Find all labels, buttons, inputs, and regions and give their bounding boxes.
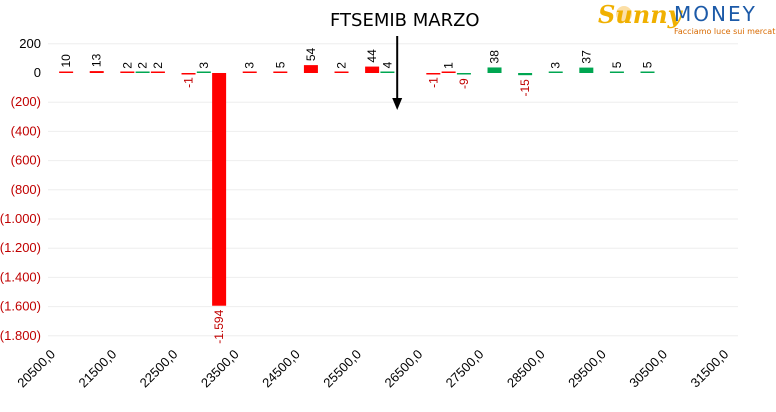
- logo-brand-money: MONEY: [674, 2, 757, 26]
- bar: [548, 71, 563, 73]
- bar: [120, 71, 135, 73]
- x-tick-label: 25500,0: [320, 347, 364, 391]
- x-tick-label: 23500,0: [198, 347, 242, 391]
- bar-data-label: -9: [457, 78, 471, 89]
- bar-data-label: 5: [641, 61, 655, 68]
- bar: [579, 67, 594, 73]
- y-tick-label: (200): [11, 94, 41, 109]
- bar: [196, 71, 211, 73]
- bar-data-label: 4: [380, 61, 394, 68]
- logo-tagline: Facciamo luce sui mercati: [674, 27, 776, 36]
- x-tick-label: 20500,0: [14, 347, 58, 391]
- bar-data-label: 5: [610, 61, 624, 68]
- bar: [518, 73, 533, 76]
- bar: [456, 73, 471, 75]
- bar-data-label: 2: [136, 62, 150, 69]
- bar: [487, 67, 502, 73]
- y-tick-label: 0: [34, 65, 41, 80]
- bar: [426, 73, 441, 75]
- y-tick-label: (1.200): [0, 240, 41, 255]
- bar-data-label: -1: [182, 77, 196, 88]
- bar: [365, 66, 380, 73]
- x-tick-label: 21500,0: [75, 347, 119, 391]
- bar: [212, 73, 227, 306]
- x-tick-label: 29500,0: [565, 347, 609, 391]
- y-tick-label: (1.800): [0, 328, 41, 343]
- bar-data-label: 1: [442, 62, 456, 69]
- x-tick-label: 27500,0: [443, 347, 487, 391]
- bar: [334, 71, 349, 73]
- bar-data-label: 44: [365, 49, 379, 63]
- bar: [273, 71, 288, 73]
- y-tick-label: (600): [11, 153, 41, 168]
- bar-data-label: 2: [335, 62, 349, 69]
- bar: [59, 71, 74, 73]
- bar: [89, 71, 104, 73]
- sunny-money-logo: Sunny MONEY Facciamo luce sui mercati: [596, 0, 776, 42]
- bar-data-label: 37: [579, 50, 593, 64]
- marker-arrow-head: [392, 98, 403, 110]
- x-tick-label: 30500,0: [626, 347, 670, 391]
- y-tick-label: (1.000): [0, 211, 41, 226]
- bar-data-label: 2: [151, 62, 165, 69]
- bar: [242, 71, 257, 73]
- bar: [441, 71, 456, 73]
- bar-data-label: 54: [304, 47, 318, 61]
- y-tick-label: (800): [11, 182, 41, 197]
- bar-data-label: -1.594: [212, 309, 226, 343]
- bar-data-label: -1: [426, 77, 440, 88]
- y-tick-label: (400): [11, 123, 41, 138]
- y-tick-label: (1.600): [0, 299, 41, 314]
- bar: [150, 71, 165, 73]
- bar: [609, 71, 624, 73]
- bar-data-label: 3: [197, 62, 211, 69]
- y-tick-label: 200: [19, 36, 41, 51]
- bar: [640, 71, 655, 73]
- bar: [181, 73, 196, 75]
- bar-data-label: 2: [120, 62, 134, 69]
- logo-brand-sunny: Sunny: [598, 0, 682, 29]
- chart-title: FTSEMIB MARZO: [330, 10, 480, 31]
- x-tick-label: 24500,0: [259, 347, 303, 391]
- bar-data-label: 13: [90, 53, 104, 67]
- bar-data-label: 5: [273, 61, 287, 68]
- x-tick-label: 22500,0: [137, 347, 181, 391]
- x-tick-label: 28500,0: [504, 347, 548, 391]
- bar-data-label: 3: [549, 62, 563, 69]
- bar-data-label: 3: [243, 62, 257, 69]
- x-tick-label: 31500,0: [687, 347, 731, 391]
- bar-data-label: 10: [59, 54, 73, 68]
- sun-icon: [616, 6, 632, 22]
- bar: [380, 71, 395, 73]
- y-tick-label: (1.400): [0, 269, 41, 284]
- bar-data-label: 38: [488, 50, 502, 64]
- bar: [303, 65, 318, 73]
- bar-data-label: -15: [518, 79, 532, 97]
- x-tick-label: 26500,0: [381, 347, 425, 391]
- bar: [135, 71, 150, 73]
